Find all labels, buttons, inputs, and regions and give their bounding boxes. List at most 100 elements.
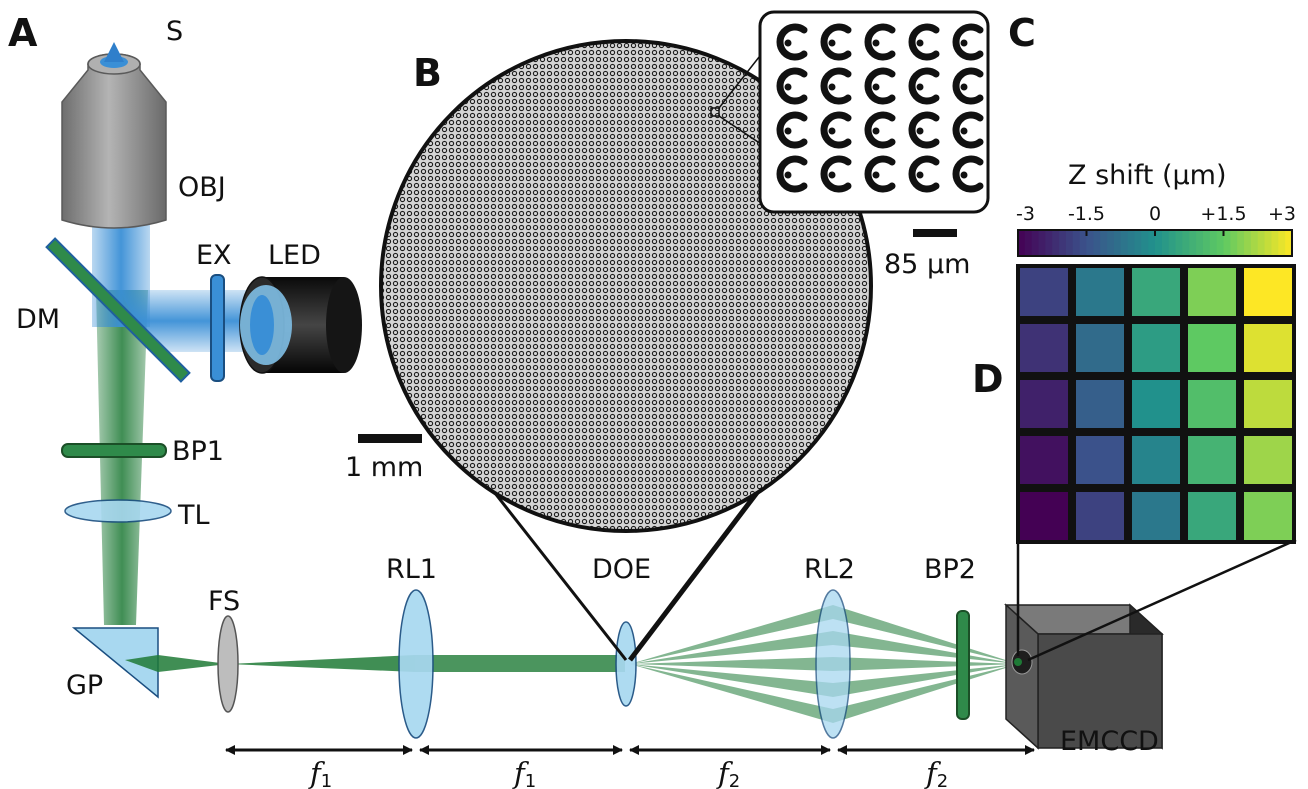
grid-cell [1132, 324, 1180, 372]
distance-label-3: f2 [716, 756, 740, 789]
objective-icon [61, 42, 167, 229]
grid-cell [1244, 380, 1292, 428]
colorbar-segment [1018, 230, 1026, 256]
label-dichroic: DM [16, 304, 60, 335]
colorbar-segment [1052, 230, 1060, 256]
colorbar-segment [1257, 230, 1266, 256]
relay-beam-group [125, 605, 1018, 723]
inset-ring [864, 23, 896, 61]
label-excitation-filter: EX [196, 240, 232, 271]
colorbar-segment [1093, 230, 1101, 256]
grid-cell [1076, 380, 1124, 428]
label-doe: DOE [592, 554, 651, 585]
inset-ring [864, 67, 896, 105]
grid-cell [1132, 436, 1180, 484]
colorbar-segment [1209, 230, 1218, 256]
distance-label-2: f1 [512, 756, 536, 789]
colorbar-title: Z shift (µm) [1068, 160, 1227, 191]
relay-lens-1-icon [398, 589, 434, 739]
colorbar-tick-label: 0 [1149, 203, 1161, 225]
inset-ring-dot [784, 127, 792, 135]
label-led: LED [268, 240, 321, 271]
panel-label-d: D [972, 357, 1004, 401]
inset-ring [952, 67, 984, 105]
inset-ring-dot [916, 39, 924, 47]
beamlet-out [833, 631, 1018, 664]
colorbar-segment [1113, 230, 1122, 256]
label-relay-lens2: RL2 [804, 554, 855, 585]
inset-ring-dot [828, 171, 836, 179]
fan-beams [630, 605, 1018, 723]
inset-ring-dot [916, 171, 924, 179]
inset-ring [776, 67, 808, 105]
grid-cell [1188, 436, 1236, 484]
grid-cell [1132, 380, 1180, 428]
inset-ring-dot [960, 127, 968, 135]
inset-ring [820, 23, 852, 61]
label-relay-lens1: RL1 [386, 554, 437, 585]
colorbar-segment [1237, 230, 1245, 256]
scale-bar-main [358, 434, 422, 443]
excitation-filter-icon [210, 274, 225, 382]
colorbar-segment [1230, 230, 1238, 256]
panel-label-c: C [1008, 11, 1036, 55]
colorbar-segment [1196, 230, 1204, 256]
scale-bar-main-label: 1 mm [345, 452, 423, 483]
colorbar-tick-label: +1.5 [1200, 203, 1246, 225]
grid-cell [1020, 380, 1068, 428]
inset-ring [952, 23, 984, 61]
doe-icon [615, 621, 637, 707]
label-bandpass1: BP1 [172, 436, 224, 467]
colorbar-tick-labels: -3 -1.5 0 +1.5 +3 [1016, 203, 1296, 225]
colorbar-segment [1141, 230, 1149, 256]
colorbar-segment [1072, 230, 1081, 256]
doe-inset-panel [758, 10, 990, 214]
dichroic-mirror-icon [45, 237, 191, 383]
colorbar-segment [1079, 230, 1088, 256]
colorbar-segment [1059, 230, 1067, 256]
colorbar-segment [1168, 230, 1177, 256]
inset-ring [820, 155, 852, 193]
colorbar-segment [1250, 230, 1259, 256]
inset-ring [908, 23, 940, 61]
beamlet-in [630, 664, 833, 723]
field-stop-icon [217, 615, 239, 713]
beamlet-out [833, 664, 1018, 723]
inset-ring-dot [916, 127, 924, 135]
inset-ring-dot [960, 39, 968, 47]
grid-cell [1076, 324, 1124, 372]
colorbar-segment [1100, 230, 1108, 256]
label-field-stop: FS [208, 586, 240, 617]
colorbar-segment [1127, 230, 1136, 256]
colorbar-segment [1134, 230, 1142, 256]
beamlet-in [630, 631, 833, 664]
scale-bar-inset [913, 229, 957, 237]
colorbar-segment [1175, 230, 1183, 256]
distance-label-1: f1 [308, 756, 332, 789]
inset-ring-dot [872, 171, 880, 179]
grid-cell [1244, 324, 1292, 372]
panel-label-a: A [8, 11, 38, 55]
colorbar-segment [1244, 230, 1252, 256]
colorbar-segment [1120, 230, 1129, 256]
inset-ring-dot [960, 171, 968, 179]
grid-cell [1188, 268, 1236, 316]
inset-zoom-line-top [718, 51, 764, 109]
beamlet-out [833, 605, 1018, 664]
grid-cell [1020, 492, 1068, 540]
panel-label-b: B [413, 51, 442, 95]
bandpass-filter-2-icon [956, 610, 970, 720]
grid-cell [1132, 492, 1180, 540]
microscope-group [45, 42, 362, 699]
colorbar-segment [1024, 230, 1033, 256]
inset-ring-dot [828, 39, 836, 47]
colorbar-segment [1278, 230, 1286, 256]
label-camera: EMCCD [1060, 726, 1159, 757]
inset-ring [908, 111, 940, 149]
colorbar-segment [1148, 230, 1156, 256]
grid-cell [1244, 436, 1292, 484]
grid-cell [1188, 492, 1236, 540]
colorbar-segment [1155, 230, 1163, 256]
grid-cell [1076, 492, 1124, 540]
